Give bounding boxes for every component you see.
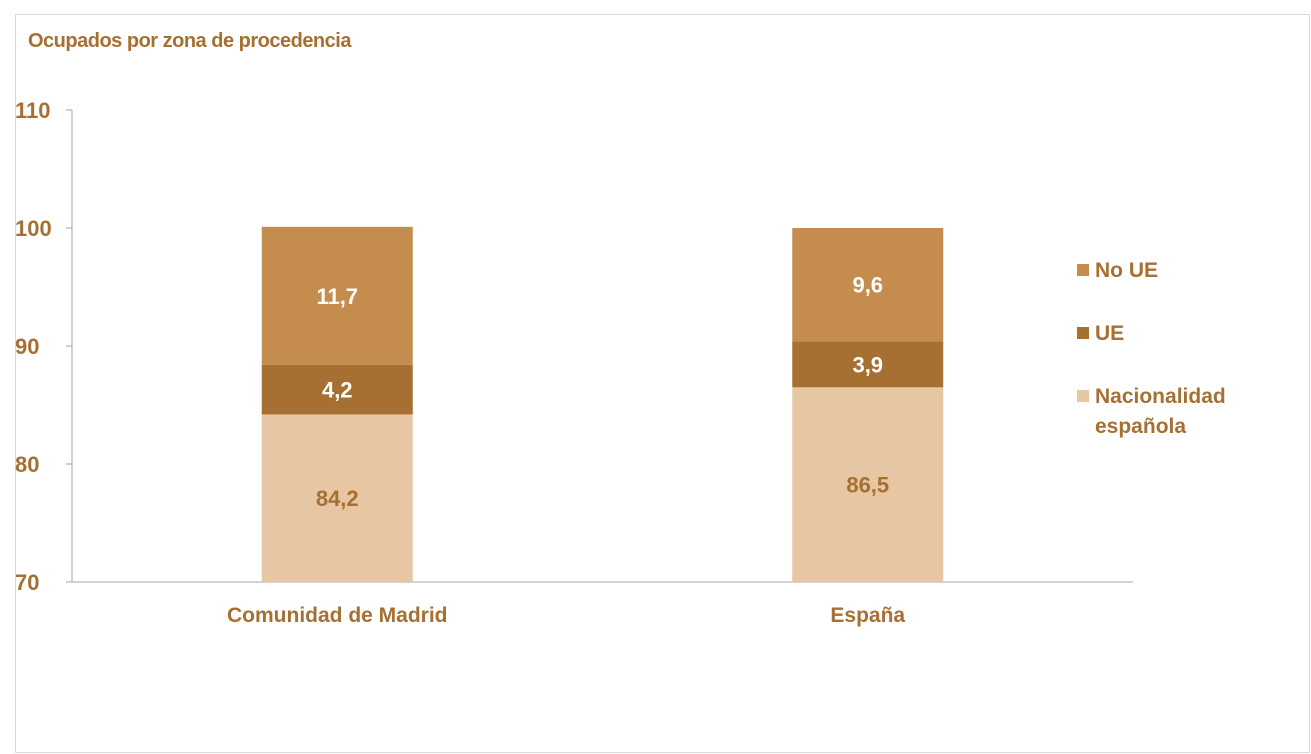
y-tick-label: 100 bbox=[15, 216, 52, 241]
legend: No UE UE Nacionalidad española bbox=[1077, 259, 1226, 438]
chart-title: Ocupados por zona de procedencia bbox=[28, 30, 351, 52]
bar-segment bbox=[792, 228, 944, 342]
bar-segment bbox=[792, 387, 944, 582]
bar-segment bbox=[261, 226, 413, 365]
legend-label: UE bbox=[1095, 322, 1124, 345]
y-tick-label: 70 bbox=[15, 570, 39, 595]
data-label: 86,5 bbox=[846, 473, 889, 498]
legend-label: española bbox=[1095, 415, 1186, 438]
legend-label: Nacionalidad bbox=[1095, 385, 1226, 408]
data-label: 4,2 bbox=[322, 378, 353, 403]
y-tick-label: 90 bbox=[15, 334, 39, 359]
data-label: 9,6 bbox=[852, 273, 883, 298]
data-label: 84,2 bbox=[316, 486, 359, 511]
bar-segment bbox=[261, 414, 413, 582]
data-label: 3,9 bbox=[852, 352, 883, 377]
y-tick-label: 80 bbox=[15, 452, 39, 477]
bars: 84,2 4,2 11,7 86,5 3,9 9,6 bbox=[261, 226, 944, 582]
legend-swatch bbox=[1077, 327, 1089, 339]
bar-segment bbox=[792, 341, 944, 388]
axes: 70 80 90 100 110 Comunidad de Madrid España bbox=[15, 98, 1133, 627]
x-category-label: Comunidad de Madrid bbox=[227, 604, 448, 627]
y-tick-label: 110 bbox=[15, 98, 51, 123]
legend-swatch bbox=[1077, 264, 1089, 276]
legend-swatch bbox=[1077, 390, 1089, 402]
chart-frame bbox=[15, 14, 1310, 753]
data-label: 11,7 bbox=[316, 284, 358, 309]
bar-segment bbox=[261, 364, 413, 415]
legend-label: No UE bbox=[1095, 259, 1158, 282]
x-category-label: España bbox=[830, 604, 905, 627]
